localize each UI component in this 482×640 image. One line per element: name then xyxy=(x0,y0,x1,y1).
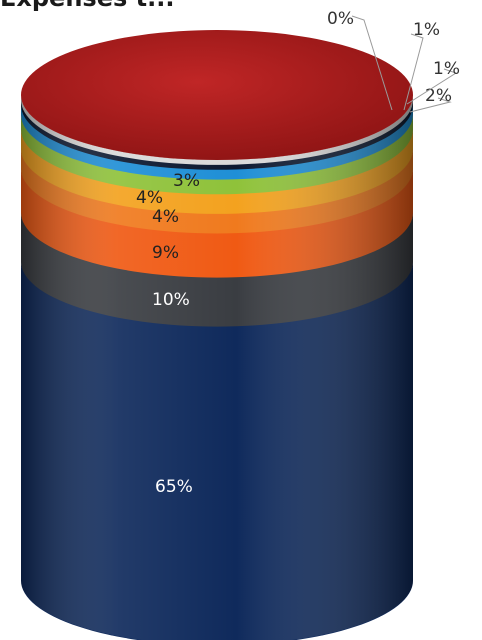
slice-label-9: 0% xyxy=(327,9,354,29)
cylinder-shading xyxy=(21,95,413,640)
slice-label-6: 2% xyxy=(425,86,452,106)
cylinder-top-cap xyxy=(21,30,413,160)
slice-label-2: 9% xyxy=(152,243,179,263)
slice-label-5: 3% xyxy=(173,171,200,191)
slice-label-8: 1% xyxy=(413,20,440,40)
callout-line-8 xyxy=(404,34,423,110)
slice-label-3: 4% xyxy=(152,207,179,227)
slice-label-4: 4% xyxy=(136,188,163,208)
slice-label-0: 65% xyxy=(155,477,193,497)
slice-label-1: 10% xyxy=(152,290,190,310)
slice-label-7: 1% xyxy=(433,59,460,79)
